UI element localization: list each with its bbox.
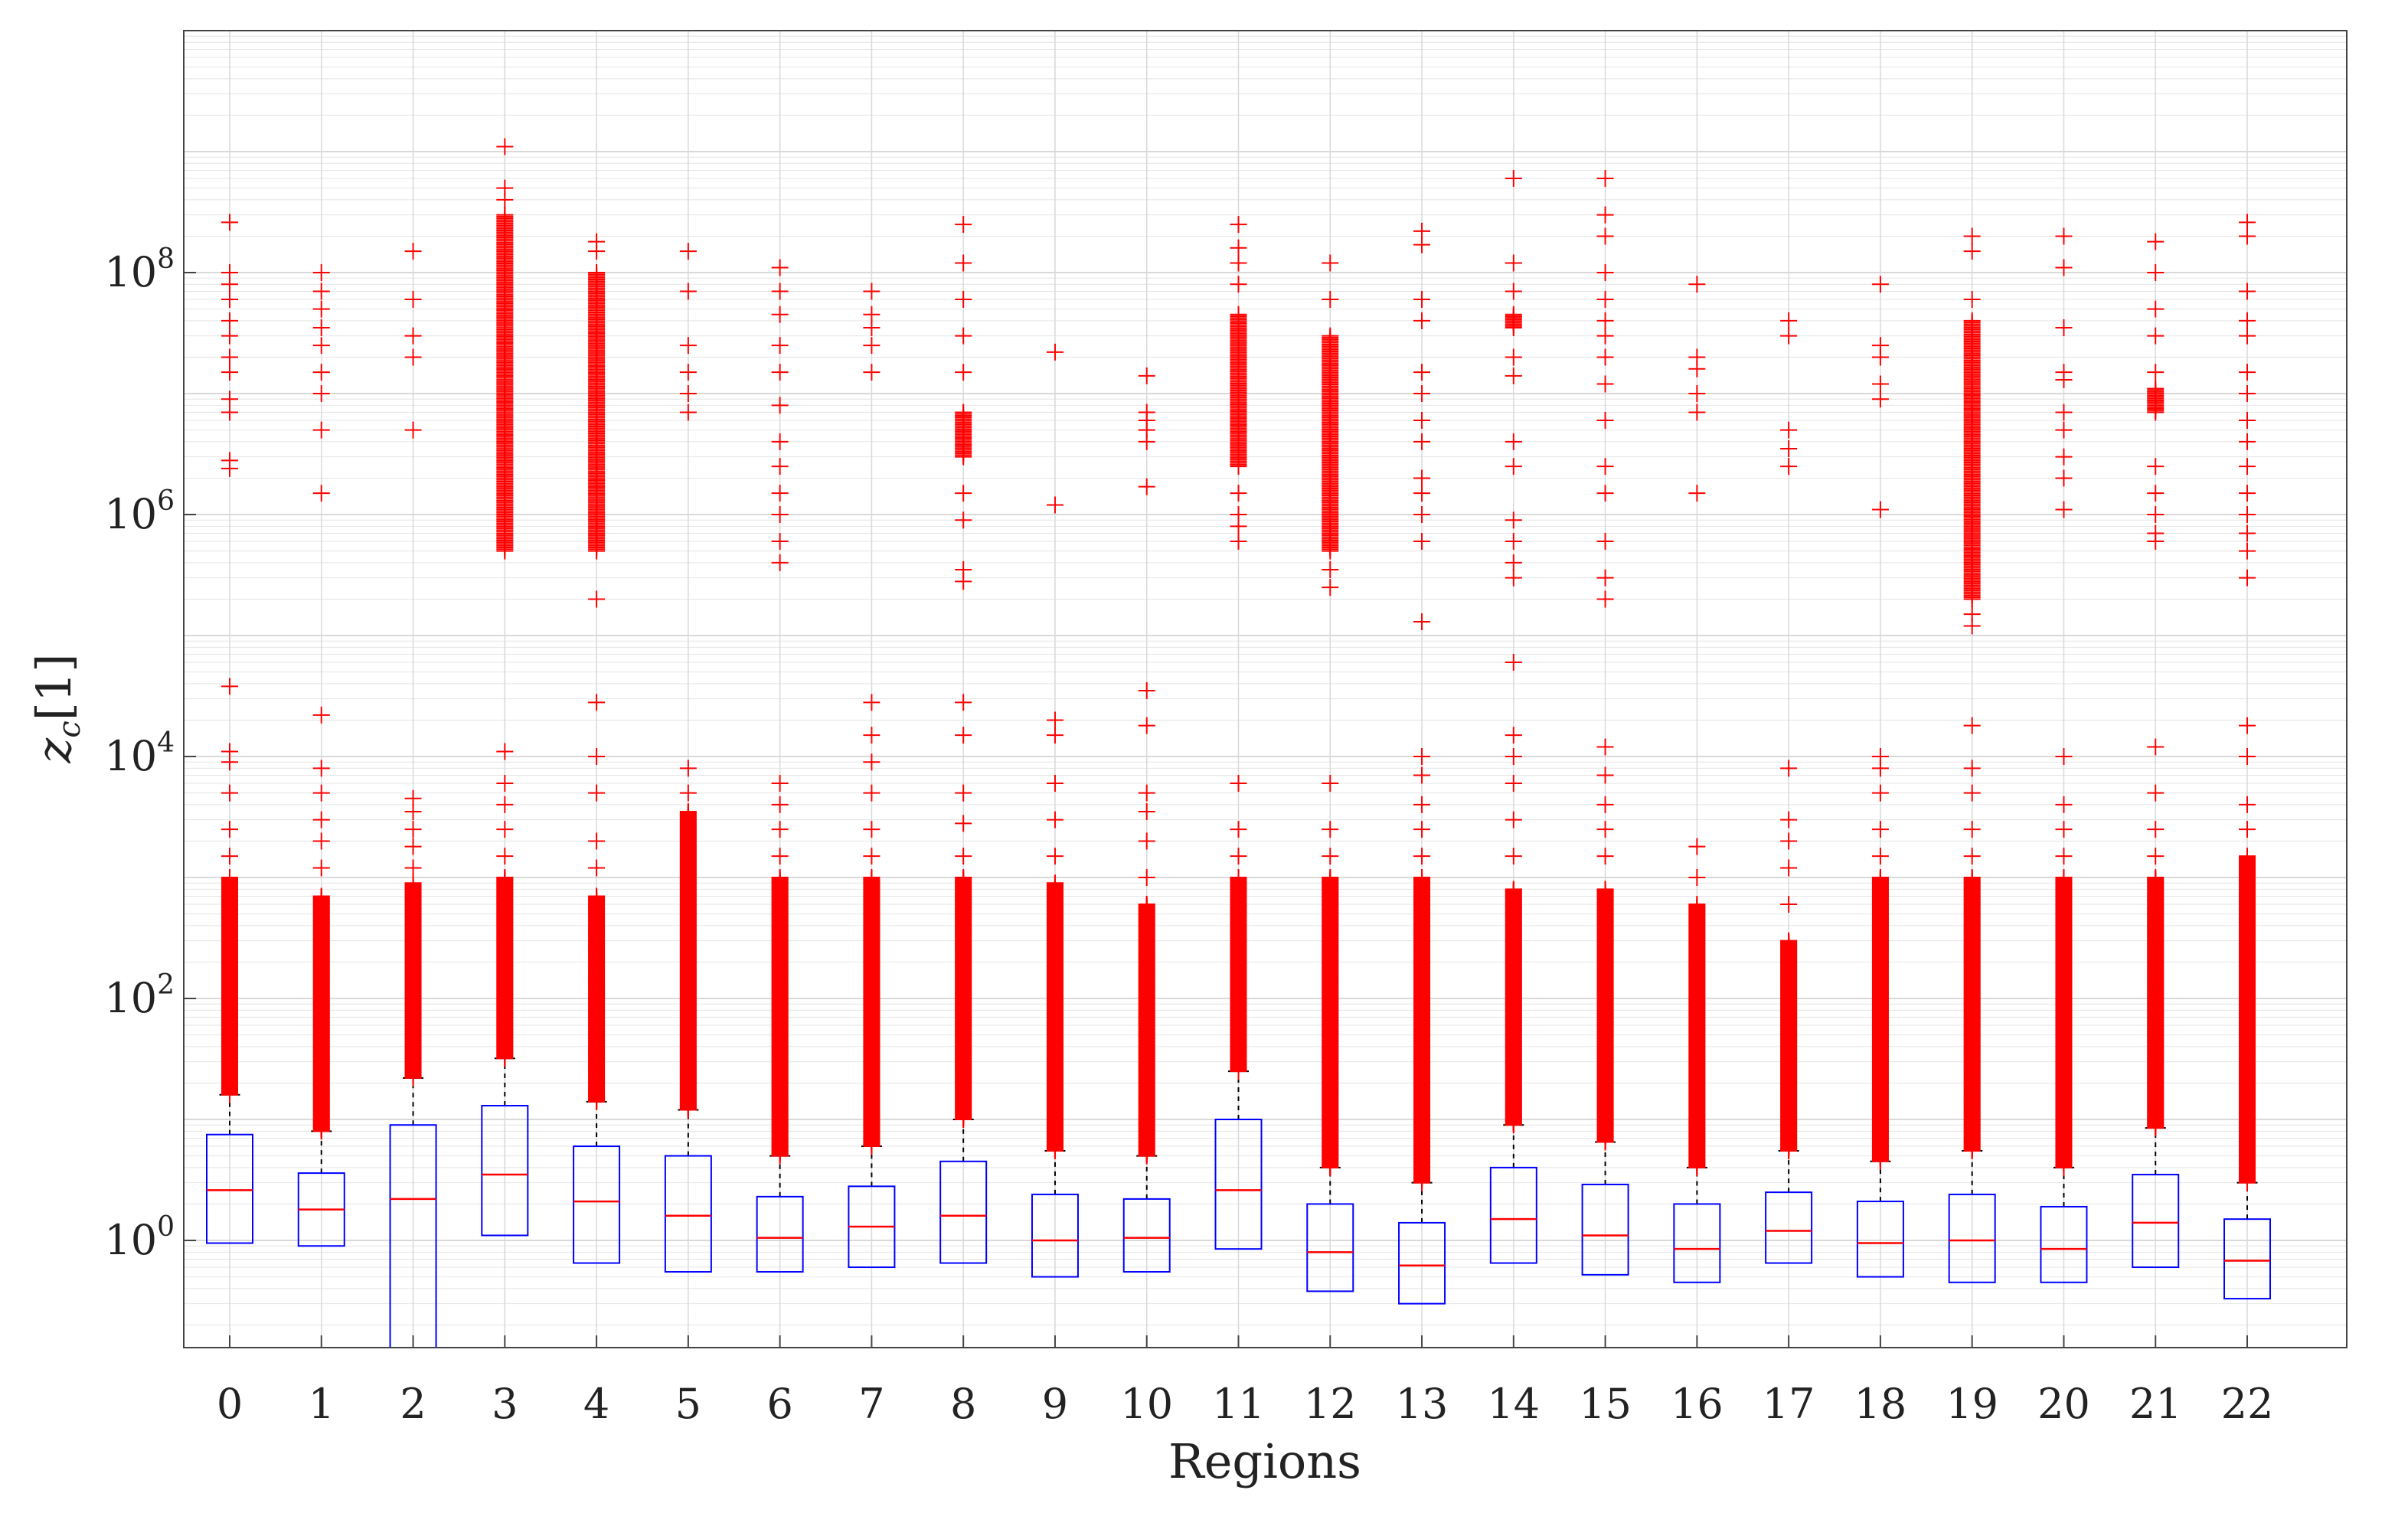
chart-svg: 1001021041061080123456789101112131415161… [0, 0, 2408, 1509]
box-plot-chart: 1001021041061080123456789101112131415161… [0, 0, 2408, 1509]
